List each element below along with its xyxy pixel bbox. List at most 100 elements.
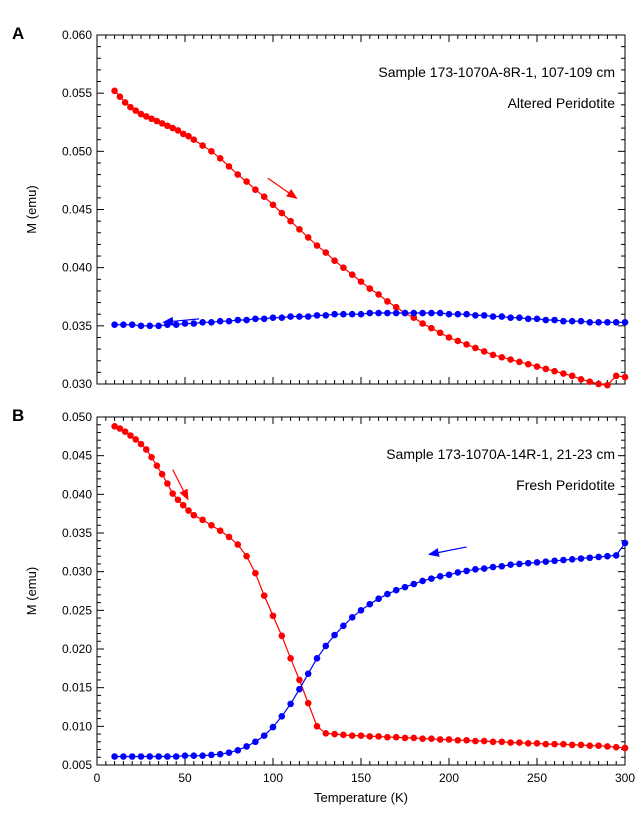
data-point <box>568 555 576 563</box>
y-tick-label: 0.030 <box>62 377 92 391</box>
data-point <box>507 356 514 363</box>
data-point <box>489 563 497 571</box>
data-point <box>595 553 602 561</box>
data-point <box>260 732 268 739</box>
y-tick-label: 0.020 <box>62 642 92 656</box>
arrow-shaft <box>438 546 467 554</box>
data-point <box>498 562 506 570</box>
data-point <box>243 316 250 324</box>
data-point <box>199 142 206 149</box>
data-point <box>121 99 129 106</box>
data-point <box>172 753 180 760</box>
data-point <box>348 310 356 318</box>
data-point <box>419 577 426 585</box>
y-tick-label: 0.035 <box>62 319 92 333</box>
data-point <box>322 642 330 650</box>
data-point <box>472 344 479 352</box>
data-point <box>612 319 620 326</box>
data-point <box>542 558 550 565</box>
annotation-text: Sample 173-1070A-8R-1, 107-109 cm <box>378 64 615 80</box>
panel-label: B <box>12 406 24 425</box>
direction-arrow <box>427 546 467 557</box>
series-line <box>114 425 626 749</box>
data-point <box>155 322 162 330</box>
annotation-text: Altered Peridotite <box>508 95 616 111</box>
data-point <box>560 556 567 564</box>
data-point <box>243 178 250 185</box>
data-point <box>120 321 127 328</box>
data-point <box>612 552 620 559</box>
data-point <box>428 575 435 582</box>
data-point <box>410 314 418 321</box>
data-point <box>401 583 409 591</box>
data-point <box>463 310 470 318</box>
data-point <box>454 736 462 744</box>
data-point <box>595 742 602 749</box>
data-point <box>146 753 154 760</box>
series-warming <box>111 539 629 760</box>
data-point <box>577 741 585 749</box>
data-point <box>234 171 242 178</box>
data-point <box>234 316 242 324</box>
data-point <box>158 470 166 478</box>
data-point <box>137 322 145 330</box>
y-tick-label: 0.005 <box>62 758 92 772</box>
data-point <box>296 225 303 233</box>
x-tick-label: 50 <box>178 771 192 785</box>
data-point <box>208 751 215 759</box>
data-point <box>516 358 523 366</box>
x-axis-label: Temperature (K) <box>314 790 408 805</box>
data-point <box>419 309 426 317</box>
arrow-shaft <box>267 177 289 194</box>
data-point <box>313 654 321 662</box>
data-point <box>384 309 391 317</box>
data-point <box>392 586 400 594</box>
data-point <box>278 209 286 217</box>
data-point <box>604 743 611 750</box>
data-point <box>463 341 470 348</box>
data-point <box>604 381 611 389</box>
data-point <box>148 115 155 123</box>
series-cooling <box>111 422 629 752</box>
data-point <box>392 303 400 311</box>
data-point <box>137 440 145 448</box>
data-point <box>252 738 259 746</box>
data-point <box>169 490 176 497</box>
x-tick-label: 0 <box>94 771 101 785</box>
data-point <box>621 373 629 381</box>
data-point <box>621 539 629 547</box>
data-point <box>269 612 277 620</box>
data-point <box>132 107 140 114</box>
data-point <box>348 613 356 621</box>
data-point <box>366 309 374 317</box>
data-point <box>524 740 532 747</box>
data-point <box>179 501 187 509</box>
data-point <box>225 163 233 170</box>
data-point <box>551 557 558 565</box>
data-point <box>127 432 134 439</box>
data-point <box>489 351 497 359</box>
data-point <box>313 723 321 730</box>
data-point <box>586 742 594 749</box>
data-point <box>401 734 409 742</box>
data-point <box>604 552 611 560</box>
data-point <box>190 320 198 327</box>
data-point <box>507 561 514 569</box>
data-point <box>586 319 594 326</box>
data-point <box>199 752 206 760</box>
data-point <box>111 321 118 328</box>
y-tick-label: 0.015 <box>62 681 92 695</box>
data-point <box>340 264 347 271</box>
data-point <box>331 730 338 738</box>
data-point <box>401 309 409 317</box>
data-point <box>480 565 488 572</box>
data-point <box>128 753 136 760</box>
data-point <box>137 110 145 118</box>
data-point <box>142 113 150 120</box>
arrow-shaft <box>173 318 200 322</box>
data-point <box>252 569 259 577</box>
data-point <box>260 193 268 201</box>
data-point <box>436 736 444 743</box>
data-point <box>357 607 365 614</box>
data-point <box>121 428 129 435</box>
